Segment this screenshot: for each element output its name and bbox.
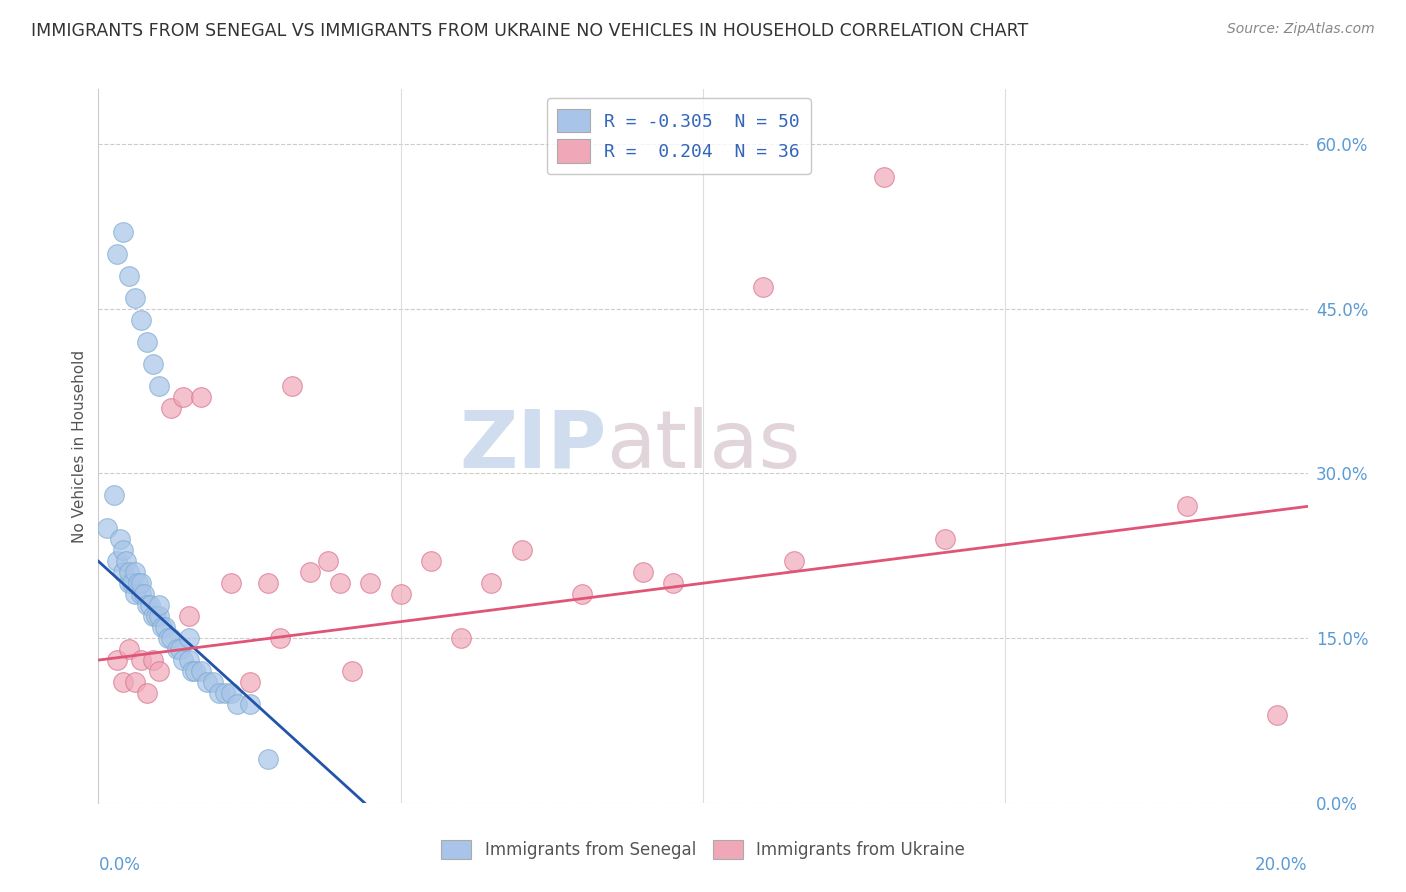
Point: [129, 576, 152, 591]
Point: [145, 609, 167, 624]
Point: [190, 664, 212, 678]
Point: [226, 697, 249, 711]
Point: [142, 357, 165, 371]
Point: [190, 390, 212, 404]
Point: [111, 675, 134, 690]
Point: [108, 533, 131, 547]
Point: [256, 576, 278, 591]
Point: [181, 664, 204, 678]
Point: [103, 488, 125, 502]
Text: IMMIGRANTS FROM SENEGAL VS IMMIGRANTS FROM UKRAINE NO VEHICLES IN HOUSEHOLD CORR: IMMIGRANTS FROM SENEGAL VS IMMIGRANTS FR…: [31, 22, 1028, 40]
Point: [124, 566, 146, 580]
Point: [129, 587, 152, 601]
Point: [420, 554, 443, 568]
Point: [873, 169, 896, 184]
Point: [481, 576, 503, 591]
Point: [118, 642, 141, 657]
Point: [631, 566, 654, 580]
Legend: Immigrants from Senegal, Immigrants from Ukraine: Immigrants from Senegal, Immigrants from…: [434, 833, 972, 866]
Point: [118, 566, 141, 580]
Point: [221, 576, 243, 591]
Point: [179, 653, 201, 667]
Point: [184, 664, 207, 678]
Text: 20.0%: 20.0%: [1256, 856, 1308, 874]
Point: [118, 576, 141, 591]
Point: [111, 225, 134, 239]
Point: [571, 587, 593, 601]
Point: [150, 620, 173, 634]
Point: [179, 631, 201, 645]
Text: 0.0%: 0.0%: [98, 856, 141, 874]
Text: Source: ZipAtlas.com: Source: ZipAtlas.com: [1227, 22, 1375, 37]
Point: [124, 587, 146, 601]
Point: [360, 576, 382, 591]
Point: [142, 653, 165, 667]
Point: [1175, 500, 1198, 514]
Point: [148, 378, 170, 392]
Point: [195, 675, 218, 690]
Point: [172, 390, 194, 404]
Point: [153, 620, 176, 634]
Point: [510, 543, 533, 558]
Point: [329, 576, 352, 591]
Point: [256, 752, 278, 766]
Point: [316, 554, 339, 568]
Point: [239, 697, 262, 711]
Point: [214, 686, 236, 700]
Point: [169, 642, 191, 657]
Point: [105, 653, 128, 667]
Point: [156, 631, 179, 645]
Point: [160, 631, 183, 645]
Point: [172, 653, 194, 667]
Point: [121, 576, 143, 591]
Point: [105, 247, 128, 261]
Point: [135, 334, 157, 349]
Point: [118, 268, 141, 283]
Point: [202, 675, 225, 690]
Point: [148, 664, 170, 678]
Point: [135, 686, 157, 700]
Point: [105, 554, 128, 568]
Point: [135, 598, 157, 612]
Point: [142, 609, 165, 624]
Point: [1267, 708, 1289, 723]
Point: [389, 587, 412, 601]
Point: [661, 576, 683, 591]
Point: [148, 598, 170, 612]
Point: [179, 609, 201, 624]
Point: [221, 686, 243, 700]
Point: [124, 291, 146, 305]
Text: ZIP: ZIP: [458, 407, 606, 485]
Point: [111, 566, 134, 580]
Point: [96, 521, 118, 535]
Point: [132, 587, 155, 601]
Point: [450, 631, 472, 645]
Point: [166, 642, 188, 657]
Point: [269, 631, 291, 645]
Y-axis label: No Vehicles in Household: No Vehicles in Household: [72, 350, 87, 542]
Point: [752, 280, 775, 294]
Point: [934, 533, 956, 547]
Point: [783, 554, 806, 568]
Point: [114, 554, 136, 568]
Point: [129, 653, 152, 667]
Point: [129, 312, 152, 326]
Point: [139, 598, 162, 612]
Point: [239, 675, 262, 690]
Point: [124, 675, 146, 690]
Text: atlas: atlas: [606, 407, 800, 485]
Point: [281, 378, 304, 392]
Point: [342, 664, 364, 678]
Point: [299, 566, 322, 580]
Point: [111, 543, 134, 558]
Point: [148, 609, 170, 624]
Point: [160, 401, 183, 415]
Point: [127, 576, 149, 591]
Point: [208, 686, 231, 700]
